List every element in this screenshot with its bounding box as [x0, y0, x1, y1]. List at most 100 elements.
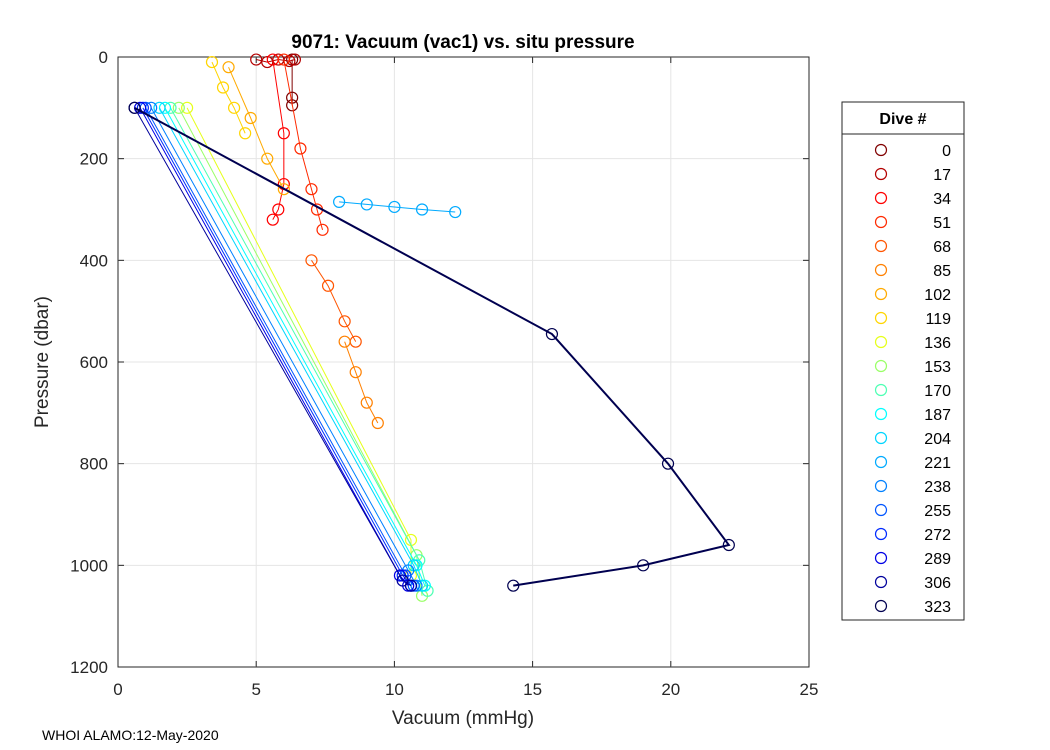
legend-label: 323 [924, 599, 951, 616]
legend-marker [874, 359, 888, 373]
data-point [637, 559, 650, 572]
data-point [349, 366, 362, 379]
y-tick-label: 200 [80, 150, 108, 169]
legend-item: 204 [874, 431, 951, 448]
legend-item: 0 [874, 143, 951, 160]
series-dive-51 [277, 53, 329, 236]
legend-label: 255 [924, 503, 951, 520]
legend-label: 306 [924, 575, 951, 592]
x-tick-label: 15 [523, 680, 542, 699]
data-point [407, 579, 420, 592]
legend-marker [874, 311, 888, 325]
data-point [266, 213, 279, 226]
legend-marker [874, 431, 888, 445]
data-point [205, 55, 219, 69]
legend-marker [874, 191, 888, 205]
trace-line [339, 201, 456, 213]
legend-item: 51 [874, 215, 951, 232]
legend-marker [874, 407, 888, 421]
legend-marker [874, 575, 888, 589]
data-point [250, 53, 263, 66]
legend-label: 136 [924, 335, 951, 352]
legend-marker [874, 599, 888, 613]
data-point [216, 81, 230, 94]
y-tick-labels: 0 200 400 600 800 1000 1200 [70, 48, 108, 677]
legend-marker [874, 167, 888, 181]
data-point [338, 315, 351, 328]
legend-item: 68 [874, 239, 951, 256]
trace-line [344, 341, 379, 424]
data-point [415, 203, 429, 216]
data-point [338, 335, 351, 348]
data-point [404, 579, 418, 592]
legend-item: 119 [874, 311, 951, 328]
y-tick-label: 600 [80, 353, 108, 372]
data-point [316, 223, 329, 236]
data-point [222, 61, 235, 74]
data-point [360, 198, 373, 211]
data-point [261, 152, 274, 165]
legend-label: 34 [933, 191, 951, 208]
legend-label: 238 [924, 479, 951, 496]
x-axis-label: Vacuum (mmHg) [392, 708, 534, 729]
legend-item: 102 [874, 287, 951, 304]
legend-label: 289 [924, 551, 951, 568]
y-tick-label: 1200 [70, 658, 108, 677]
legend: Dive # 0 17 34 51 68 85 102 119 136 153 170 187 204 2… [841, 101, 965, 621]
legend-item: 272 [874, 527, 951, 544]
data-point [722, 538, 735, 552]
series-dive-221 [333, 195, 462, 219]
legend-label: 85 [933, 263, 951, 280]
data-point [286, 99, 299, 112]
legend-item: 221 [874, 455, 951, 472]
legend-marker [874, 143, 888, 157]
data-point [277, 53, 290, 66]
trace-line [159, 107, 423, 586]
data-point [181, 101, 194, 114]
y-tick-label: 0 [99, 48, 108, 67]
trace-line [211, 61, 246, 134]
x-tick-label: 5 [251, 680, 260, 699]
footer-label: WHOI ALAMO:12-May-2020 [42, 727, 219, 743]
trace-line [228, 66, 285, 190]
legend-marker [874, 551, 888, 565]
data-point [305, 183, 318, 196]
legend-marker [874, 527, 888, 541]
legend-label: 187 [924, 407, 951, 424]
legend-label: 153 [924, 359, 951, 376]
legend-marker [874, 239, 888, 253]
data-point [272, 203, 285, 216]
data-point [388, 200, 401, 214]
data-point [294, 142, 307, 155]
y-axis-label: Pressure (dbar) [32, 296, 53, 428]
data-point [244, 111, 257, 125]
data-point [239, 127, 252, 140]
legend-item: 170 [874, 383, 951, 400]
trace-line [311, 260, 357, 342]
data-point [410, 579, 423, 592]
data-point [333, 195, 346, 208]
y-tick-label: 800 [80, 455, 108, 474]
legend-marker [874, 215, 888, 229]
legend-label: 51 [933, 215, 951, 232]
data-point [227, 101, 241, 114]
legend-marker [874, 383, 888, 397]
data-point [128, 101, 141, 114]
legend-label: 170 [924, 383, 951, 400]
y-tick-label: 1000 [70, 556, 108, 575]
legend-label: 119 [925, 311, 951, 328]
legend-item: 85 [874, 263, 951, 280]
legend-label: 0 [942, 143, 951, 160]
legend-marker [874, 503, 888, 517]
series-dive-102 [222, 61, 290, 196]
data-point [286, 53, 299, 66]
legend-marker [874, 479, 888, 493]
x-tick-labels: 0 5 10 15 20 25 [113, 680, 818, 699]
x-tick-label: 25 [800, 680, 819, 699]
legend-marker [874, 335, 888, 349]
x-tick-label: 10 [385, 680, 404, 699]
trace-line [283, 59, 324, 230]
data-point [277, 183, 290, 196]
legend-label: 102 [924, 287, 951, 304]
